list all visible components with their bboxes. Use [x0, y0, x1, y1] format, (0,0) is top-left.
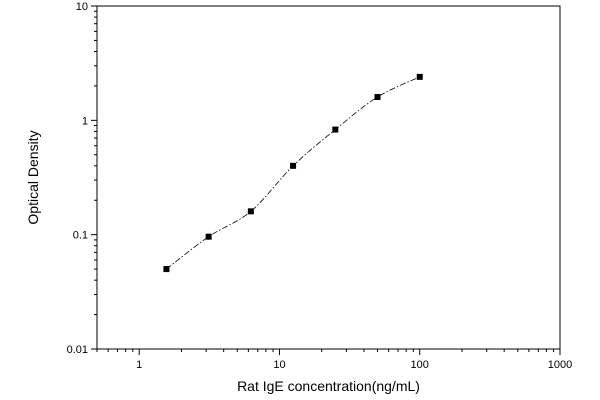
x-axis-ticks: [96, 349, 561, 355]
y-tick-label: 0.1: [73, 230, 88, 242]
data-point: [416, 73, 423, 80]
data-point: [205, 233, 212, 240]
x-tick-label: 10: [273, 359, 285, 371]
y-tick-label: 1: [82, 115, 88, 127]
y-axis-ticks: [91, 5, 97, 350]
y-axis-label: Optical Density: [25, 130, 41, 224]
data-point: [290, 162, 297, 169]
data-point: [247, 208, 254, 215]
y-tick-label: 0.01: [67, 344, 88, 356]
data-point: [332, 126, 339, 133]
data-points: [163, 73, 423, 273]
x-tick-label: 1: [136, 359, 142, 371]
y-tick-label: 10: [76, 1, 88, 13]
data-point: [163, 266, 170, 273]
y-axis-tick-labels: 0.01 0.1 1 10: [67, 1, 88, 356]
fit-curve: [166, 76, 420, 270]
x-tick-label: 100: [411, 359, 429, 371]
x-axis-tick-labels: 1 10 100 1000: [136, 359, 572, 371]
x-axis-label: Rat IgE concentration(ng/mL): [237, 378, 420, 394]
axes-frame: [96, 5, 561, 350]
x-tick-label: 1000: [548, 359, 572, 371]
data-point: [374, 93, 381, 100]
